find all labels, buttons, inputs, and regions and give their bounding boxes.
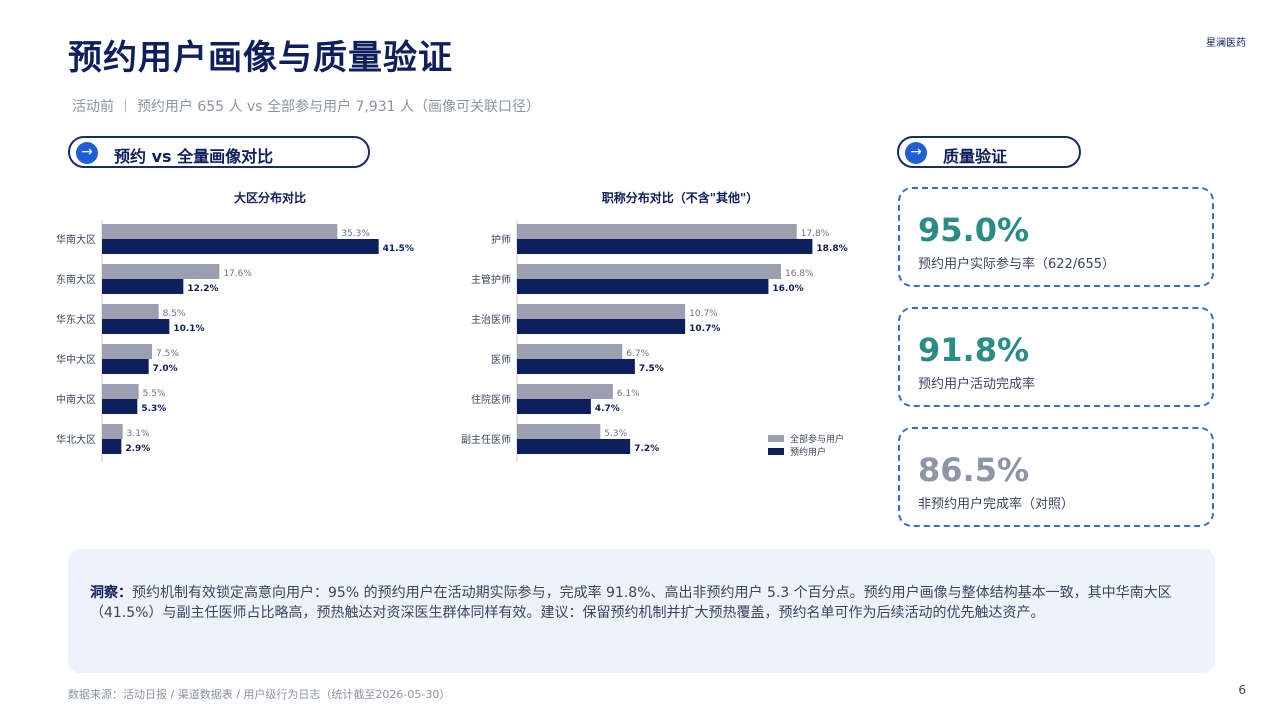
data-label: 18.8% <box>816 244 847 254</box>
section-title-quality: 质量验证 <box>943 147 1008 166</box>
data-label: 10.7% <box>689 309 718 319</box>
bar-reserved-users <box>102 359 149 374</box>
bar-all-users <box>517 304 686 319</box>
data-label: 4.7% <box>595 404 620 414</box>
bar-reserved-users <box>102 279 184 294</box>
data-label: 6.7% <box>626 349 649 359</box>
data-label: 7.5% <box>156 349 179 359</box>
data-label: 12.2% <box>187 284 218 294</box>
legend-label: 预约用户 <box>790 446 826 458</box>
brand-name: 星澜医药 <box>1206 38 1246 49</box>
page-title: 预约用户画像与质量验证 <box>68 38 453 78</box>
category-label: 主管护师 <box>471 273 511 286</box>
bar-all-users <box>102 424 123 439</box>
category-label: 东南大区 <box>56 273 96 286</box>
section-header-comparison: → 预约 vs 全量画像对比 <box>68 136 370 168</box>
bar-reserved-users <box>517 279 769 294</box>
title-distribution-chart: 职称分布对比（不含"其他"） 护师 17.8% 18.8% 主管护师 16.8% 16.0%… <box>461 190 848 462</box>
data-label: 5.3% <box>604 429 627 439</box>
legend-swatch-reserved-users <box>768 448 784 455</box>
insight-text: 预约机制有效锁定高意向用户：95% 的预约用户在活动期实际参与，完成率 91.8… <box>90 585 1172 621</box>
data-label: 17.6% <box>223 269 252 279</box>
data-label: 10.7% <box>689 324 720 334</box>
metric-label: 非预约用户完成率（对照） <box>918 497 1075 512</box>
bar-reserved-users <box>102 439 122 454</box>
metric-label: 预约用户实际参与率（622/655） <box>918 257 1116 272</box>
metric-value: 91.8% <box>918 331 1030 369</box>
metric-card-control: 86.5% 非预约用户完成率（对照） <box>898 427 1214 527</box>
page-number: 6 <box>1238 683 1246 697</box>
category-label: 华中大区 <box>56 353 96 366</box>
category-label: 护师 <box>491 233 511 246</box>
data-label: 2.9% <box>125 444 150 454</box>
bar-all-users <box>517 384 613 399</box>
metric-value: 95.0% <box>918 211 1030 249</box>
bar-all-users <box>517 344 623 359</box>
legend-swatch-all-users <box>768 435 784 442</box>
metric-card-completion: 91.8% 预约用户活动完成率 <box>898 307 1214 407</box>
bar-all-users <box>517 224 797 239</box>
data-label: 16.8% <box>785 269 814 279</box>
category-label: 华南大区 <box>56 233 96 246</box>
insight-box: 洞察：预约机制有效锁定高意向用户：95% 的预约用户在活动期实际参与，完成率 9… <box>68 549 1215 673</box>
metric-card-participation: 95.0% 预约用户实际参与率（622/655） <box>898 187 1214 287</box>
arrow-right-icon: → <box>76 142 98 164</box>
data-label: 17.8% <box>801 229 830 239</box>
metric-label: 预约用户活动完成率 <box>918 377 1036 392</box>
section-title-comparison: 预约 vs 全量画像对比 <box>114 147 274 166</box>
bar-all-users <box>102 264 220 279</box>
data-label: 7.5% <box>639 364 664 374</box>
data-label: 41.5% <box>383 244 414 254</box>
bar-all-users <box>517 424 601 439</box>
data-label: 6.1% <box>617 389 640 399</box>
chart-title: 职称分布对比（不含"其他"） <box>602 190 759 205</box>
data-label: 5.5% <box>143 389 166 399</box>
bar-reserved-users <box>517 359 635 374</box>
data-label: 35.3% <box>341 229 370 239</box>
section-header-quality: → 质量验证 <box>897 136 1081 168</box>
data-label: 3.1% <box>127 429 150 439</box>
bar-reserved-users <box>102 319 170 334</box>
category-label: 医师 <box>491 353 511 366</box>
category-label: 副主任医师 <box>461 433 511 446</box>
page-subtitle: 活动前 ｜ 预约用户 655 人 vs 全部参与用户 7,931 人（画像可关联… <box>72 99 540 115</box>
data-label: 10.1% <box>173 324 204 334</box>
insight-label: 洞察： <box>90 585 132 601</box>
bar-reserved-users <box>102 239 379 254</box>
category-label: 华东大区 <box>56 313 96 326</box>
bar-reserved-users <box>517 319 686 334</box>
data-label: 7.0% <box>153 364 178 374</box>
data-label: 5.3% <box>141 404 166 414</box>
bar-all-users <box>517 264 781 279</box>
data-label: 16.0% <box>772 284 803 294</box>
legend-label: 全部参与用户 <box>790 433 844 445</box>
data-label: 8.5% <box>163 309 186 319</box>
bar-reserved-users <box>517 239 813 254</box>
bar-all-users <box>102 224 338 239</box>
category-label: 华北大区 <box>56 433 96 446</box>
bar-all-users <box>102 384 139 399</box>
category-label: 住院医师 <box>471 393 511 406</box>
bar-reserved-users <box>517 399 591 414</box>
arrow-right-icon: → <box>905 142 927 164</box>
bar-all-users <box>102 304 159 319</box>
data-source-note: 数据来源：活动日报 / 渠道数据表 / 用户级行为日志（统计截至2026-05-… <box>68 688 451 701</box>
data-label: 7.2% <box>634 444 659 454</box>
bar-reserved-users <box>517 439 631 454</box>
bar-all-users <box>102 344 152 359</box>
category-label: 主治医师 <box>471 313 511 326</box>
category-label: 中南大区 <box>56 393 96 406</box>
bar-reserved-users <box>102 399 138 414</box>
chart-title: 大区分布对比 <box>234 190 306 205</box>
metric-value: 86.5% <box>918 451 1030 489</box>
